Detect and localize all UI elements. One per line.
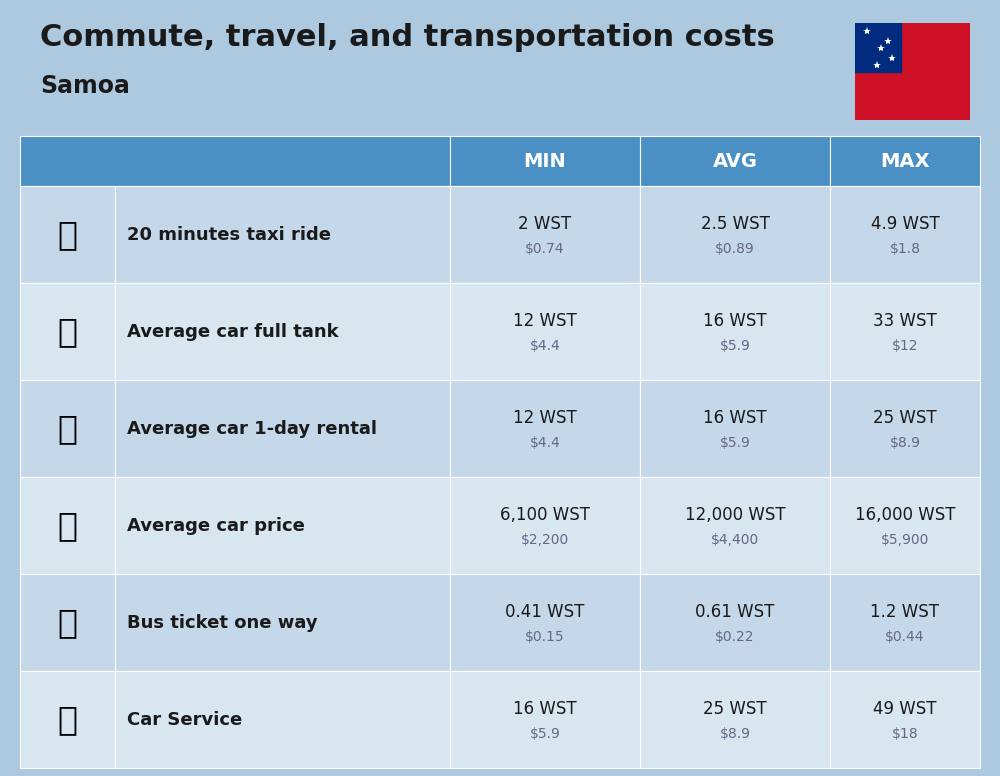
Text: Average car price: Average car price xyxy=(127,517,305,535)
FancyBboxPatch shape xyxy=(640,380,830,477)
Text: 12 WST: 12 WST xyxy=(513,409,577,427)
Text: $5.9: $5.9 xyxy=(720,338,750,353)
Text: ⛽: ⛽ xyxy=(58,315,78,348)
FancyBboxPatch shape xyxy=(20,136,450,186)
Text: $8.9: $8.9 xyxy=(890,435,920,450)
Text: 16 WST: 16 WST xyxy=(703,312,767,330)
FancyBboxPatch shape xyxy=(640,574,830,671)
Text: Samoa: Samoa xyxy=(40,74,130,98)
Text: 4.9 WST: 4.9 WST xyxy=(871,215,939,233)
Text: MAX: MAX xyxy=(880,151,930,171)
Text: 2.5 WST: 2.5 WST xyxy=(701,215,769,233)
FancyBboxPatch shape xyxy=(20,574,115,671)
FancyBboxPatch shape xyxy=(450,283,640,380)
Text: $5,900: $5,900 xyxy=(881,532,929,547)
Text: 🚕: 🚕 xyxy=(58,218,78,251)
Text: 2 WST: 2 WST xyxy=(518,215,572,233)
FancyBboxPatch shape xyxy=(20,186,115,283)
Text: 25 WST: 25 WST xyxy=(703,700,767,718)
Text: $4.4: $4.4 xyxy=(530,435,560,450)
FancyBboxPatch shape xyxy=(640,283,830,380)
Text: 🚌: 🚌 xyxy=(58,606,78,639)
FancyBboxPatch shape xyxy=(115,186,450,283)
FancyBboxPatch shape xyxy=(115,380,450,477)
FancyBboxPatch shape xyxy=(20,283,115,380)
FancyBboxPatch shape xyxy=(450,671,640,768)
FancyBboxPatch shape xyxy=(450,574,640,671)
Text: $0.44: $0.44 xyxy=(885,629,925,644)
Text: 20 minutes taxi ride: 20 minutes taxi ride xyxy=(127,226,331,244)
FancyBboxPatch shape xyxy=(115,574,450,671)
Text: 12,000 WST: 12,000 WST xyxy=(685,506,785,524)
Text: $0.22: $0.22 xyxy=(715,629,755,644)
FancyBboxPatch shape xyxy=(830,671,980,768)
FancyBboxPatch shape xyxy=(450,186,640,283)
FancyBboxPatch shape xyxy=(115,671,450,768)
Text: 0.41 WST: 0.41 WST xyxy=(505,603,585,621)
FancyBboxPatch shape xyxy=(115,477,450,574)
FancyBboxPatch shape xyxy=(830,574,980,671)
Text: 49 WST: 49 WST xyxy=(873,700,937,718)
Text: Average car full tank: Average car full tank xyxy=(127,323,339,341)
FancyBboxPatch shape xyxy=(830,380,980,477)
Text: 6,100 WST: 6,100 WST xyxy=(500,506,590,524)
FancyBboxPatch shape xyxy=(20,477,115,574)
Text: AVG: AVG xyxy=(713,151,758,171)
Text: Average car 1-day rental: Average car 1-day rental xyxy=(127,420,377,438)
Text: $4.4: $4.4 xyxy=(530,338,560,353)
Text: $5.9: $5.9 xyxy=(530,726,560,741)
FancyBboxPatch shape xyxy=(450,136,640,186)
Text: Bus ticket one way: Bus ticket one way xyxy=(127,614,318,632)
Text: 🚗: 🚗 xyxy=(58,509,78,542)
Text: 25 WST: 25 WST xyxy=(873,409,937,427)
Text: $1.8: $1.8 xyxy=(890,241,920,256)
Text: 16 WST: 16 WST xyxy=(703,409,767,427)
Text: 33 WST: 33 WST xyxy=(873,312,937,330)
FancyBboxPatch shape xyxy=(830,186,980,283)
Text: 🛠: 🛠 xyxy=(58,703,78,736)
Text: $0.15: $0.15 xyxy=(525,629,565,644)
Text: $2,200: $2,200 xyxy=(521,532,569,547)
Text: Commute, travel, and transportation costs: Commute, travel, and transportation cost… xyxy=(40,23,775,52)
Bar xyxy=(855,23,901,72)
FancyBboxPatch shape xyxy=(115,283,450,380)
Text: MIN: MIN xyxy=(524,151,566,171)
Text: 16,000 WST: 16,000 WST xyxy=(855,506,955,524)
Text: $8.9: $8.9 xyxy=(720,726,751,741)
FancyBboxPatch shape xyxy=(450,380,640,477)
FancyBboxPatch shape xyxy=(640,477,830,574)
FancyBboxPatch shape xyxy=(830,283,980,380)
Text: 0.61 WST: 0.61 WST xyxy=(695,603,775,621)
Text: $0.74: $0.74 xyxy=(525,241,565,256)
FancyBboxPatch shape xyxy=(20,671,115,768)
FancyBboxPatch shape xyxy=(640,136,830,186)
FancyBboxPatch shape xyxy=(640,671,830,768)
Text: Car Service: Car Service xyxy=(127,711,242,729)
FancyBboxPatch shape xyxy=(450,477,640,574)
Text: $0.89: $0.89 xyxy=(715,241,755,256)
Text: $5.9: $5.9 xyxy=(720,435,750,450)
Text: 16 WST: 16 WST xyxy=(513,700,577,718)
Text: 🚙: 🚙 xyxy=(58,412,78,445)
FancyBboxPatch shape xyxy=(20,380,115,477)
Text: 1.2 WST: 1.2 WST xyxy=(870,603,940,621)
Text: $4,400: $4,400 xyxy=(711,532,759,547)
Text: $18: $18 xyxy=(892,726,918,741)
Text: $12: $12 xyxy=(892,338,918,353)
Text: 12 WST: 12 WST xyxy=(513,312,577,330)
FancyBboxPatch shape xyxy=(830,136,980,186)
FancyBboxPatch shape xyxy=(830,477,980,574)
FancyBboxPatch shape xyxy=(640,186,830,283)
